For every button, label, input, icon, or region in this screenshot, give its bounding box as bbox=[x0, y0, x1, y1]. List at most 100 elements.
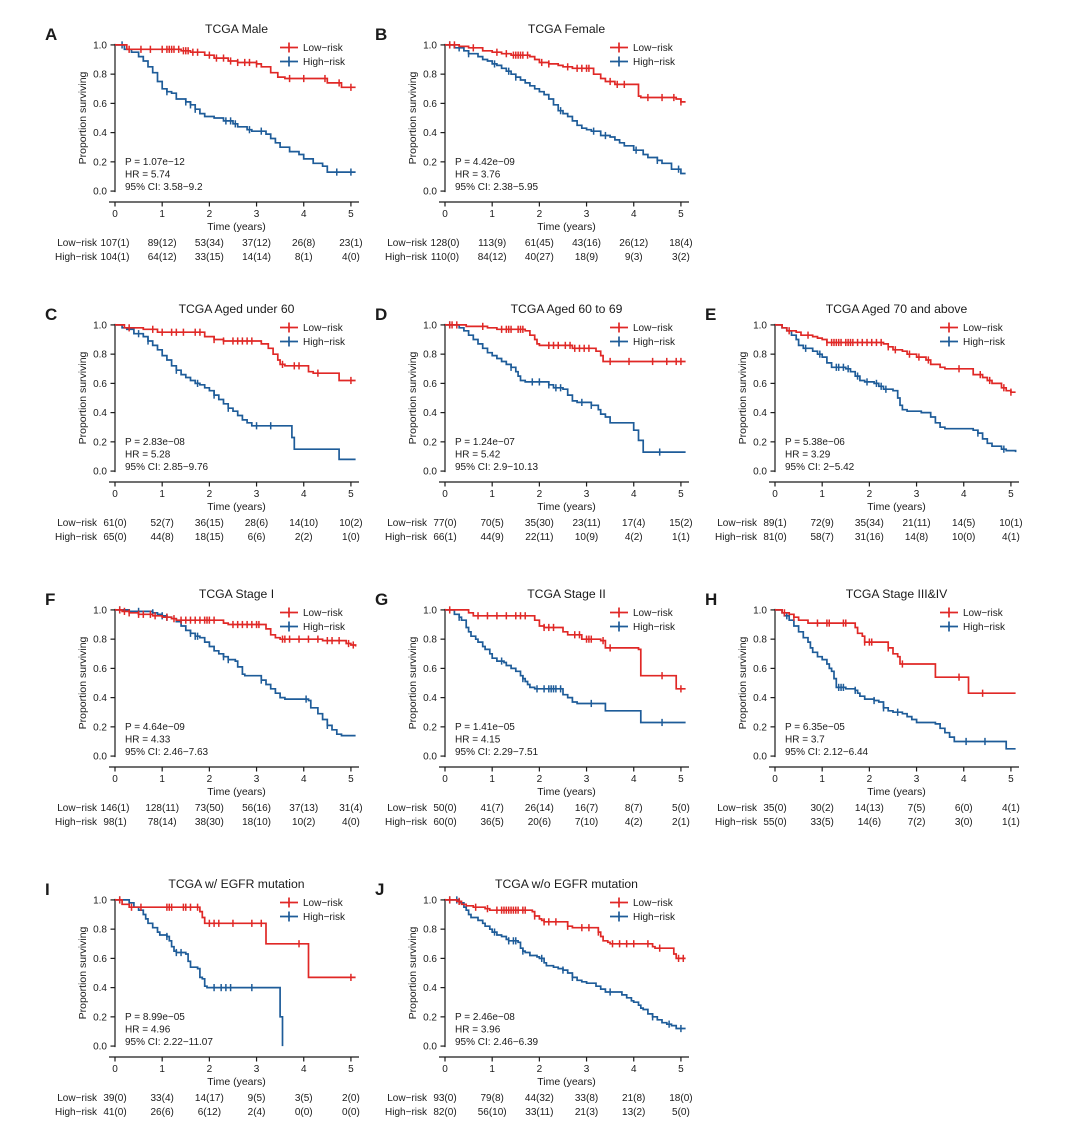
x-axis-title: Time (years) bbox=[537, 1076, 596, 1088]
risk-table-row-high-risk: High−risk 55(0) 33(5) 14(6) 7(2) 3(0) 1(1) bbox=[715, 817, 1020, 828]
risk-count-value: 18(0) bbox=[669, 1093, 692, 1104]
y-tick-label: 0.0 bbox=[423, 187, 437, 198]
risk-row-label: High−risk bbox=[55, 817, 98, 828]
x-tick-label: 1 bbox=[489, 489, 495, 500]
risk-row-label: High−risk bbox=[55, 532, 98, 543]
risk-count-value: 44(32) bbox=[525, 1093, 554, 1104]
legend-label-high: High−risk bbox=[633, 912, 676, 923]
stats-line: P = 2.83e−08 bbox=[125, 437, 185, 448]
risk-count-value: 72(9) bbox=[811, 518, 834, 529]
panel-label: G bbox=[375, 590, 388, 609]
x-tick-label: 0 bbox=[772, 489, 778, 500]
x-tick-label: 5 bbox=[678, 209, 684, 220]
risk-row-label: Low−risk bbox=[57, 238, 98, 249]
y-tick-label: 0.0 bbox=[93, 1042, 107, 1053]
y-tick-label: 0.4 bbox=[423, 128, 437, 139]
risk-count-value: 18(15) bbox=[195, 532, 224, 543]
low-censor-marks bbox=[128, 45, 352, 91]
y-tick-label: 0.4 bbox=[423, 693, 437, 704]
x-tick-label: 2 bbox=[867, 489, 873, 500]
risk-row-label: High−risk bbox=[385, 1107, 428, 1118]
risk-row-label: Low−risk bbox=[717, 518, 758, 529]
legend-label-high: High−risk bbox=[303, 337, 346, 348]
y-axis-title: Proportion surviving bbox=[77, 636, 89, 729]
x-axis-title: Time (years) bbox=[207, 1076, 266, 1088]
risk-table-row-low-risk: Low−risk 61(0) 52(7) 36(15) 28(6) 14(10) 10(2) bbox=[57, 518, 362, 529]
x-tick-label: 3 bbox=[254, 774, 260, 785]
risk-table-row-high-risk: High−risk 110(0) 84(12) 40(27) 18(9) 9(3) 3(2) bbox=[385, 252, 690, 263]
x-axis: 0 1 2 3 4 5 bbox=[439, 481, 689, 500]
risk-count-value: 28(6) bbox=[245, 518, 268, 529]
y-tick-label: 0.8 bbox=[753, 350, 767, 361]
risk-count-value: 0(0) bbox=[342, 1107, 360, 1118]
y-tick-label: 1.0 bbox=[423, 320, 437, 331]
risk-table-row-low-risk: Low−risk 93(0) 79(8) 44(32) 33(8) 21(8) 18(0) bbox=[387, 1093, 692, 1104]
risk-count-value: 37(13) bbox=[289, 803, 318, 814]
y-axis: 1.0 0.8 0.6 0.4 0.2 0.0 bbox=[753, 320, 776, 478]
x-tick-label: 4 bbox=[301, 489, 307, 500]
legend: Low−risk High−risk bbox=[940, 607, 1006, 633]
legend-label-high: High−risk bbox=[963, 337, 1006, 348]
y-tick-label: 1.0 bbox=[93, 320, 107, 331]
y-tick-label: 0.2 bbox=[423, 722, 437, 733]
panel-title: TCGA w/ EGFR mutation bbox=[168, 877, 304, 891]
risk-count-value: 61(45) bbox=[525, 238, 554, 249]
stats-line: HR = 5.42 bbox=[455, 450, 501, 461]
risk-count-value: 89(1) bbox=[763, 518, 786, 529]
x-tick-label: 0 bbox=[442, 489, 448, 500]
x-tick-label: 1 bbox=[819, 489, 825, 500]
panel-label: F bbox=[45, 590, 55, 609]
panel-label: D bbox=[375, 305, 387, 324]
risk-count-value: 7(10) bbox=[575, 817, 598, 828]
risk-count-value: 89(12) bbox=[148, 238, 177, 249]
y-tick-label: 0.2 bbox=[423, 157, 437, 168]
legend: Low−risk High−risk bbox=[280, 322, 346, 348]
risk-count-value: 56(10) bbox=[478, 1107, 507, 1118]
legend-label-high: High−risk bbox=[633, 337, 676, 348]
low-risk-curve bbox=[115, 44, 356, 89]
risk-table: Low−risk 77(0) 70(5) 35(30) 23(11) 17(4) 15(2)… bbox=[385, 518, 693, 543]
stats-line: P = 8.99e−05 bbox=[125, 1012, 185, 1023]
x-tick-label: 2 bbox=[207, 774, 213, 785]
km-plot-H: H TCGA Stage III&IV 1.0 0.8 0.6 0.4 0.2 0.0 Prop… bbox=[705, 587, 1020, 828]
x-axis: 0 1 2 3 4 5 bbox=[109, 1056, 359, 1075]
stats-line: HR = 4.96 bbox=[125, 1025, 171, 1036]
y-axis-title: Proportion surviving bbox=[737, 636, 749, 729]
risk-count-value: 6(12) bbox=[198, 1107, 221, 1118]
y-tick-label: 1.0 bbox=[93, 40, 107, 51]
x-tick-label: 0 bbox=[112, 1064, 118, 1075]
x-tick-label: 5 bbox=[678, 774, 684, 785]
risk-row-label: High−risk bbox=[55, 1107, 98, 1118]
x-tick-label: 4 bbox=[301, 209, 307, 220]
risk-count-value: 3(2) bbox=[672, 252, 690, 263]
x-tick-label: 1 bbox=[819, 774, 825, 785]
low-risk-curve-group bbox=[445, 321, 686, 366]
risk-table: Low−risk 39(0) 33(4) 14(17) 9(5) 3(5) 2(0) High… bbox=[55, 1093, 360, 1118]
panel-title: TCGA Stage I bbox=[199, 587, 274, 601]
x-tick-label: 5 bbox=[678, 1064, 684, 1075]
stats-line: 95% CI: 2.46−6.39 bbox=[455, 1037, 539, 1048]
legend: Low−risk High−risk bbox=[610, 897, 676, 923]
stats-line: P = 1.41e−05 bbox=[455, 722, 515, 733]
y-tick-label: 1.0 bbox=[753, 320, 767, 331]
high-risk-curve bbox=[775, 609, 1016, 750]
risk-count-value: 82(0) bbox=[433, 1107, 456, 1118]
km-panel-H: H TCGA Stage III&IV 1.0 0.8 0.6 0.4 0.2 0.0 Prop… bbox=[700, 583, 1035, 845]
x-tick-label: 1 bbox=[159, 1064, 165, 1075]
risk-row-label: High−risk bbox=[715, 817, 758, 828]
risk-count-value: 10(1) bbox=[999, 518, 1022, 529]
y-axis: 1.0 0.8 0.6 0.4 0.2 0.0 bbox=[93, 40, 116, 198]
y-tick-label: 0.2 bbox=[93, 722, 107, 733]
legend: Low−risk High−risk bbox=[940, 322, 1006, 348]
legend-label-high: High−risk bbox=[633, 622, 676, 633]
x-axis-title: Time (years) bbox=[207, 221, 266, 233]
panel-label: J bbox=[375, 880, 384, 899]
risk-count-value: 64(12) bbox=[148, 252, 177, 263]
y-tick-label: 0.8 bbox=[423, 925, 437, 936]
risk-count-value: 44(9) bbox=[481, 532, 504, 543]
risk-count-value: 33(4) bbox=[151, 1093, 174, 1104]
risk-count-value: 113(9) bbox=[478, 238, 506, 249]
risk-count-value: 61(0) bbox=[103, 518, 126, 529]
risk-count-value: 35(0) bbox=[763, 803, 786, 814]
